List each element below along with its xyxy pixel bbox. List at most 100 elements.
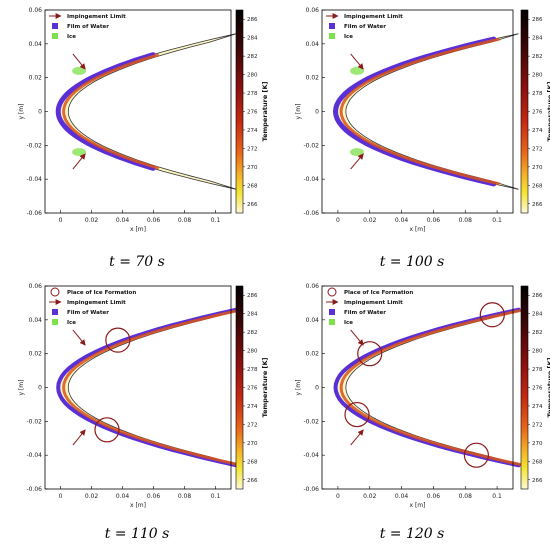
impingement-limit-arrow: [350, 53, 364, 70]
chart-panel: 0 0.02 0.04 0.06 0.08 0.1 0.06 0.04 0.02 0 -0.02 -0…: [295, 283, 550, 542]
colorbar-tick-label: 266: [532, 478, 543, 484]
x-tick-label: 0.08: [178, 217, 192, 224]
colorbar-tick-label: 270: [247, 165, 258, 171]
ice-formation-circle: [479, 302, 505, 328]
legend-label: Ice: [67, 34, 76, 40]
y-tick-label: -0.06: [26, 486, 42, 493]
legend-label: Ice: [344, 34, 353, 40]
impingement-limit-arrow: [350, 329, 364, 346]
colorbar-tick-label: 270: [532, 165, 543, 171]
y-axis-label: y [m]: [18, 104, 25, 120]
hot-region: [339, 308, 525, 467]
chart-panel: 0 0.02 0.04 0.06 0.08 0.1 0.06 0.04 0.02 0 -0.02 -0…: [18, 7, 269, 270]
panel-caption: t = 70 s: [109, 254, 165, 270]
colorbar-tick-label: 266: [532, 202, 543, 208]
colorbar-tick-label: 268: [247, 183, 258, 189]
colorbar-tick-label: 272: [247, 422, 258, 428]
x-axis-label: x [m]: [130, 226, 146, 233]
y-tick-label: 0.02: [29, 351, 43, 358]
colorbar-tick-label: 278: [532, 367, 543, 373]
hot-region: [339, 37, 500, 186]
x-tick-label: 0.04: [395, 493, 409, 500]
colorbar-tick-label: 280: [532, 349, 543, 355]
panel-caption: t = 120 s: [380, 526, 445, 542]
impingement-limit-arrow: [350, 153, 364, 170]
colorbar-tick-label: 272: [247, 146, 258, 152]
x-tick-label: 0.06: [147, 493, 161, 500]
ice-formation-circle: [94, 417, 120, 443]
impingement-limit-arrow: [72, 153, 86, 170]
x-tick-label: 0.06: [147, 217, 161, 224]
colorbar-tick-label: 268: [532, 459, 543, 465]
y-tick-label: -0.04: [26, 176, 42, 183]
legend-square-marker: [52, 319, 58, 325]
y-tick-label: 0.04: [29, 41, 43, 48]
colorbar-tick-label: 286: [247, 17, 258, 23]
x-tick-label: 0.04: [116, 217, 130, 224]
x-tick-label: 0.1: [492, 217, 502, 224]
x-axis-label: x [m]: [410, 502, 426, 509]
colorbar-label: Temperature [K]: [261, 357, 269, 417]
colorbar-tick-label: 284: [532, 36, 543, 42]
x-axis-label: x [m]: [130, 502, 146, 509]
chart-panel: 0 0.02 0.04 0.06 0.08 0.1 0.06 0.04 0.02 0 -0.02 -0…: [18, 283, 269, 542]
legend-square-marker: [329, 23, 335, 29]
water-film: [56, 307, 239, 468]
colorbar-tick-label: 276: [532, 110, 543, 116]
hot-region: [62, 308, 243, 467]
colorbar: [520, 285, 529, 490]
legend-square-marker: [329, 33, 335, 39]
legend-label: Place of Ice Formation: [344, 290, 413, 296]
ice-formation-circle: [463, 442, 489, 468]
y-tick-label: -0.06: [303, 486, 319, 493]
x-tick-label: 0.02: [85, 217, 99, 224]
colorbar-tick-label: 274: [247, 128, 258, 134]
colorbar-tick-label: 282: [532, 54, 543, 60]
x-tick-label: 0.08: [459, 493, 473, 500]
x-tick-label: 0: [59, 217, 63, 224]
colorbar-tick-label: 276: [247, 110, 258, 116]
colorbar-tick-label: 274: [247, 404, 258, 410]
colorbar-tick-label: 286: [247, 293, 258, 299]
y-tick-label: 0.06: [29, 7, 43, 14]
plot-area: [45, 10, 231, 213]
colorbar-tick-label: 266: [247, 202, 258, 208]
colorbar-tick-label: 276: [247, 386, 258, 392]
y-axis-label: y [m]: [295, 104, 302, 120]
y-tick-label: -0.02: [26, 418, 42, 425]
colorbar-tick-label: 274: [532, 404, 543, 410]
water-film: [332, 36, 497, 187]
legend-label: Film of Water: [67, 310, 109, 316]
legend-label: Impingement Limit: [67, 300, 126, 306]
legend-label: Impingement Limit: [67, 14, 126, 20]
chart-panel: 0 0.02 0.04 0.06 0.08 0.1 0.06 0.04 0.02 0 -0.02 -0…: [295, 7, 550, 270]
legend-circle-marker: [327, 287, 337, 297]
x-tick-label: 0: [59, 493, 63, 500]
legend-label: Place of Ice Formation: [67, 290, 136, 296]
colorbar-tick-label: 278: [532, 91, 543, 97]
y-tick-label: -0.02: [303, 418, 319, 425]
y-tick-label: 0: [38, 109, 42, 116]
x-tick-label: 0.1: [211, 493, 221, 500]
y-tick-label: -0.02: [303, 142, 319, 149]
colorbar-tick-label: 280: [532, 73, 543, 79]
x-tick-label: 0.04: [395, 217, 409, 224]
impingement-limit-arrow: [72, 329, 86, 346]
x-tick-label: 0.04: [116, 493, 130, 500]
ice-formation-circle: [357, 341, 383, 367]
colorbar-label: Temperature [K]: [546, 81, 550, 141]
impingement-limit-arrow: [72, 53, 86, 70]
colorbar-tick-label: 284: [247, 312, 258, 318]
y-tick-label: 0.04: [29, 317, 43, 324]
x-tick-label: 0.1: [211, 217, 221, 224]
y-axis-label: y [m]: [18, 380, 25, 396]
y-tick-label: 0: [315, 109, 319, 116]
y-tick-label: 0.06: [306, 283, 320, 290]
colorbar-label: Temperature [K]: [261, 81, 269, 141]
y-tick-label: -0.04: [303, 176, 319, 183]
x-tick-label: 0.02: [363, 493, 377, 500]
legend-square-marker: [52, 33, 58, 39]
colorbar-tick-label: 280: [247, 349, 258, 355]
x-tick-label: 0.06: [427, 493, 441, 500]
